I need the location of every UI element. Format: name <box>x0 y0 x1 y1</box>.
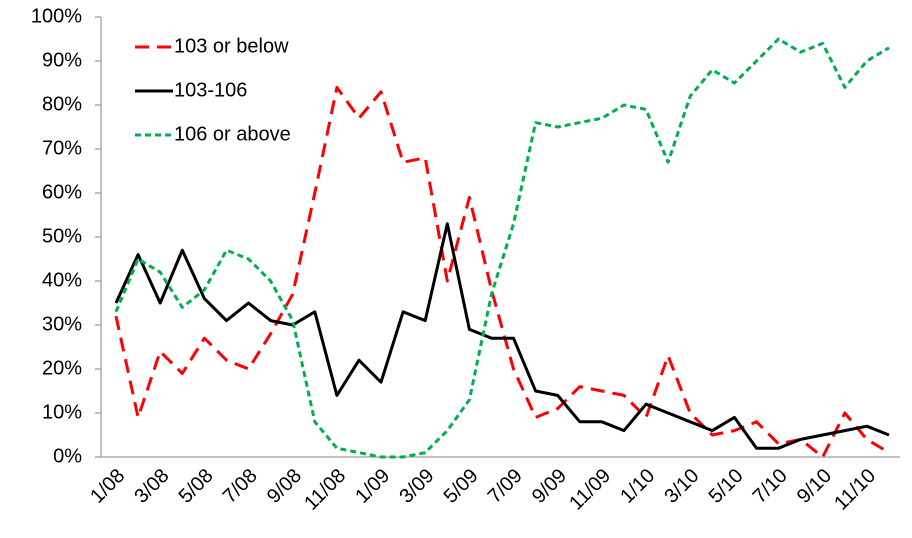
x-tick-label: 7/09 <box>484 465 527 508</box>
y-tick-label: 20% <box>42 357 82 379</box>
x-tick-label: 1/10 <box>616 465 659 508</box>
series-line <box>114 37 890 459</box>
x-tick-label: 3/10 <box>660 465 703 508</box>
y-tick-label: 90% <box>42 49 82 71</box>
series-line <box>114 85 890 459</box>
y-tick-label: 80% <box>42 93 82 115</box>
x-tick-label: 1/08 <box>86 465 129 508</box>
x-tick-label: 3/09 <box>395 465 438 508</box>
x-tick-label: 9/10 <box>793 465 836 508</box>
y-tick-label: 10% <box>42 401 82 423</box>
x-tick-label: 9/09 <box>528 465 571 508</box>
x-tick-label: 7/10 <box>749 465 792 508</box>
x-tick-label: 5/08 <box>175 465 218 508</box>
x-tick-label: 3/08 <box>130 465 173 508</box>
legend-label: 106 or above <box>174 123 291 145</box>
x-tick-label: 1/09 <box>351 465 394 508</box>
y-tick-label: 50% <box>42 225 82 247</box>
x-tick-label: 9/08 <box>263 465 306 508</box>
x-tick-label: 11/08 <box>300 465 350 515</box>
y-tick-label: 0% <box>53 445 82 467</box>
y-tick-label: 100% <box>31 5 82 27</box>
x-tick-label: 11/10 <box>830 465 880 515</box>
series-line <box>114 222 890 450</box>
legend-label: 103 or below <box>174 35 289 57</box>
y-tick-label: 60% <box>42 181 82 203</box>
x-tick-label: 5/09 <box>440 465 483 508</box>
y-tick-label: 40% <box>42 269 82 291</box>
y-tick-label: 30% <box>42 313 82 335</box>
x-tick-label: 11/09 <box>565 465 615 515</box>
x-tick-label: 7/08 <box>219 465 262 508</box>
legend-label: 103-106 <box>174 79 247 101</box>
x-tick-label: 5/10 <box>705 465 748 508</box>
y-tick-label: 70% <box>42 137 82 159</box>
